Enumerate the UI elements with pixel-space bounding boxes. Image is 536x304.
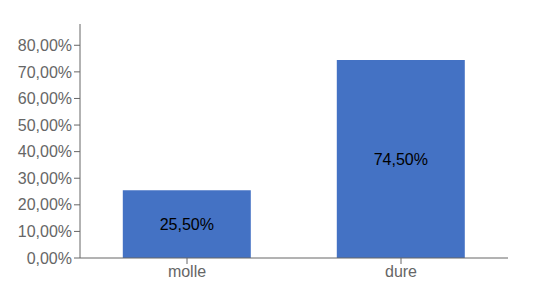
svg-text:10,00%: 10,00% (18, 223, 72, 240)
svg-text:30,00%: 30,00% (18, 170, 72, 187)
svg-text:25,50%: 25,50% (160, 216, 214, 233)
svg-text:molle: molle (168, 263, 206, 280)
svg-text:40,00%: 40,00% (18, 143, 72, 160)
svg-text:70,00%: 70,00% (18, 64, 72, 81)
svg-text:60,00%: 60,00% (18, 90, 72, 107)
svg-text:dure: dure (385, 263, 417, 280)
svg-text:0,00%: 0,00% (27, 250, 72, 267)
svg-text:20,00%: 20,00% (18, 196, 72, 213)
svg-text:50,00%: 50,00% (18, 117, 72, 134)
svg-text:74,50%: 74,50% (374, 151, 428, 168)
svg-text:80,00%: 80,00% (18, 37, 72, 54)
